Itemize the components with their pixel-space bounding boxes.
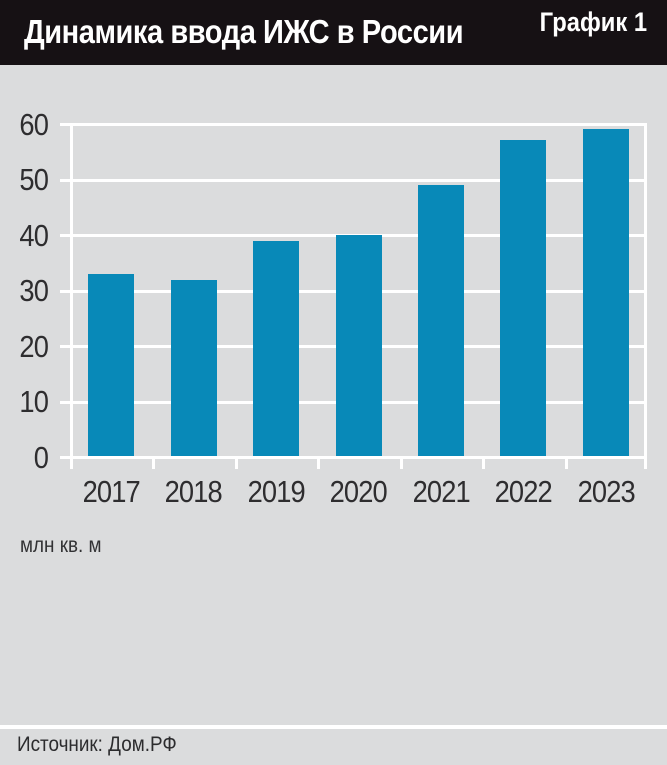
- x-axis-tick: [152, 459, 156, 469]
- y-units-label: млн кв. м: [20, 534, 102, 557]
- x-axis-tick: [564, 459, 568, 469]
- y-axis-tick-label: 60: [19, 106, 48, 142]
- x-axis-tick: [234, 459, 238, 469]
- x-axis-tick: [644, 459, 647, 469]
- plot-right-border: [644, 123, 647, 469]
- footer-divider: [0, 725, 667, 729]
- y-axis-tick: [60, 234, 70, 237]
- y-axis-tick-label: 30: [19, 273, 48, 308]
- y-axis-tick-label: 50: [19, 162, 48, 197]
- y-axis-tick-label: 0: [33, 439, 49, 475]
- x-axis-tick-label: 2022: [494, 474, 553, 509]
- y-axis-tick: [60, 123, 70, 126]
- page-title: Динамика ввода ИЖС в России: [24, 13, 464, 50]
- x-axis-tick-label: 2021: [412, 474, 470, 509]
- x-axis-tick-label: 2018: [165, 474, 223, 509]
- bar-2021: [417, 184, 464, 459]
- bar-2023: [582, 128, 629, 459]
- y-axis-tick-label: 10: [19, 384, 48, 419]
- x-axis-tick: [70, 459, 73, 469]
- y-axis-tick: [60, 345, 70, 348]
- y-axis-tick-label: 20: [19, 328, 48, 364]
- bar-2020: [335, 235, 382, 459]
- source-label: Источник: Дом.РФ: [17, 733, 177, 756]
- chart-header: Динамика ввода ИЖС в России График 1: [0, 0, 667, 65]
- y-axis-tick: [60, 178, 70, 182]
- y-axis-line: [70, 123, 73, 469]
- x-axis-tick: [317, 459, 321, 469]
- y-axis-tick-label: 40: [19, 217, 48, 253]
- bar-chart-plot-area: 60 50 40 30 20 10 0 2017 2018 2019 2020 2021 2022 202…: [19, 109, 647, 509]
- y-axis-tick: [60, 456, 70, 459]
- gridline: [70, 123, 647, 126]
- gridline: [70, 178, 647, 182]
- x-axis-baseline: [70, 456, 647, 459]
- x-axis-tick-label: 2020: [329, 474, 388, 509]
- bar-2017: [88, 274, 135, 459]
- x-axis-tick-label: 2017: [82, 474, 141, 509]
- x-axis-tick: [482, 459, 486, 469]
- y-axis-tick: [60, 289, 70, 293]
- bar-2019: [253, 240, 300, 459]
- bar-2022: [500, 139, 547, 459]
- x-axis-tick-label: 2023: [577, 474, 635, 509]
- bar-2018: [170, 279, 217, 459]
- y-axis-tick: [60, 400, 70, 404]
- x-axis-tick: [399, 459, 403, 469]
- chart-number-badge: График 1: [539, 7, 647, 37]
- x-axis-tick-label: 2019: [247, 474, 305, 509]
